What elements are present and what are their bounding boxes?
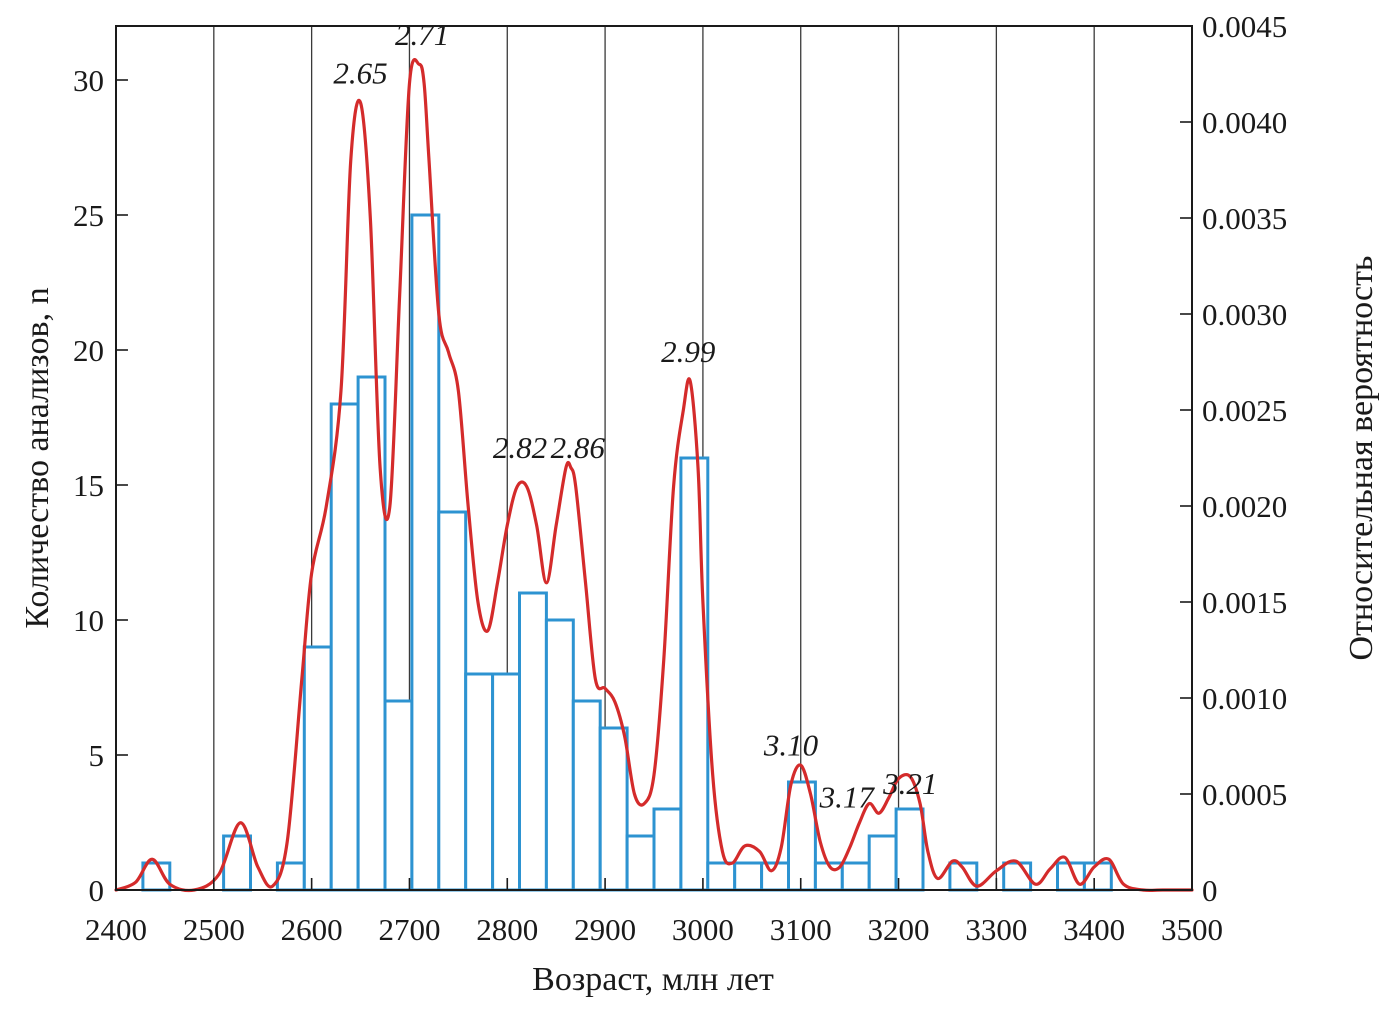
histogram-bar [437, 510, 468, 892]
y-axis-right-title: Относительная вероятность [1343, 256, 1380, 661]
y-right-tick-label: 0.0010 [1202, 681, 1287, 716]
y-right-tick-label: 0.0030 [1202, 297, 1287, 332]
histogram-bar [491, 672, 522, 892]
histogram-bar [329, 402, 360, 892]
plot-frame [115, 25, 1193, 891]
plot-border [115, 25, 1193, 891]
y-right-tick-label: 0.0020 [1202, 489, 1287, 524]
histogram-bar [652, 807, 683, 892]
peak-label: 2.82 [493, 430, 547, 465]
y-right-tick-label: 0.0040 [1202, 105, 1287, 140]
y-left-tick-label: 10 [73, 603, 104, 638]
y-right-tick-label: 0.0015 [1202, 585, 1287, 620]
y-right-tick-label: 0.0045 [1202, 9, 1287, 44]
histogram-bar [544, 618, 575, 892]
x-axis-title: Возраст, млн лет [532, 961, 774, 998]
x-tick-label: 3000 [672, 912, 734, 947]
x-tick-label: 2400 [85, 912, 147, 947]
histogram-bar [867, 834, 898, 892]
peak-labels: 2.652.71 2.82 2.86 2.99 3.103.17 3.21 [333, 17, 937, 814]
density-curve-line [114, 58, 1194, 893]
axis-ticks [115, 25, 1193, 891]
x-tick-label: 2800 [476, 912, 538, 947]
y-left-tick-label: 20 [73, 333, 104, 368]
y-left-tick-label: 5 [89, 738, 105, 773]
histogram-bar [894, 807, 925, 892]
histogram-bar [840, 861, 871, 892]
histogram-bar [706, 861, 737, 892]
x-tick-label: 3200 [868, 912, 930, 947]
histogram-bar [733, 861, 764, 892]
peak-label: 3.10 [763, 728, 819, 763]
x-tick-label: 3500 [1161, 912, 1223, 947]
x-tick-label: 2600 [281, 912, 343, 947]
y-left-tick-label: 30 [73, 63, 104, 98]
histogram-bar [356, 375, 387, 892]
histogram-bar [518, 591, 548, 892]
histogram-bar [679, 456, 710, 892]
y-left-tick-label: 15 [73, 468, 104, 503]
y-axis-left-title: Количество анализов, n [19, 287, 56, 628]
y-right-tick-label: 0.0005 [1202, 777, 1287, 812]
x-tick-label: 3100 [770, 912, 832, 947]
density-curve [114, 58, 1194, 893]
histogram-bar [302, 645, 333, 892]
histogram-bars [141, 213, 1113, 892]
peak-label: 2.86 [551, 430, 606, 465]
y-left-tick-label: 25 [73, 198, 104, 233]
histogram-bar [383, 699, 414, 892]
histogram-bar [598, 726, 629, 892]
x-tick-label: 2500 [183, 912, 245, 947]
x-tick-label: 3300 [965, 912, 1027, 947]
y-right-tick-label: 0.0025 [1202, 393, 1287, 428]
histogram-bar [464, 672, 495, 892]
y-right-tick-label: 0 [1202, 873, 1218, 908]
x-tick-label: 2900 [574, 912, 636, 947]
tick-labels: 2400 2500 2600 2700 2800 2900 3000 3100 3200 3300… [73, 9, 1287, 947]
x-tick-label: 3400 [1063, 912, 1125, 947]
histogram-bar [571, 699, 602, 892]
peak-label: 3.17 [819, 779, 876, 814]
histogram-bar [222, 834, 253, 892]
x-tick-label: 2700 [378, 912, 440, 947]
peak-label: 2.99 [661, 334, 715, 369]
histogram-bar [1002, 861, 1033, 892]
histogram-bar [625, 834, 656, 892]
y-left-tick-label: 0 [89, 873, 105, 908]
histogram-bar [410, 213, 441, 892]
peak-label: 2.65 [333, 56, 387, 91]
peak-label: 3.21 [882, 766, 937, 801]
peak-label: 2.71 [395, 17, 449, 52]
y-right-tick-label: 0.0035 [1202, 201, 1287, 236]
